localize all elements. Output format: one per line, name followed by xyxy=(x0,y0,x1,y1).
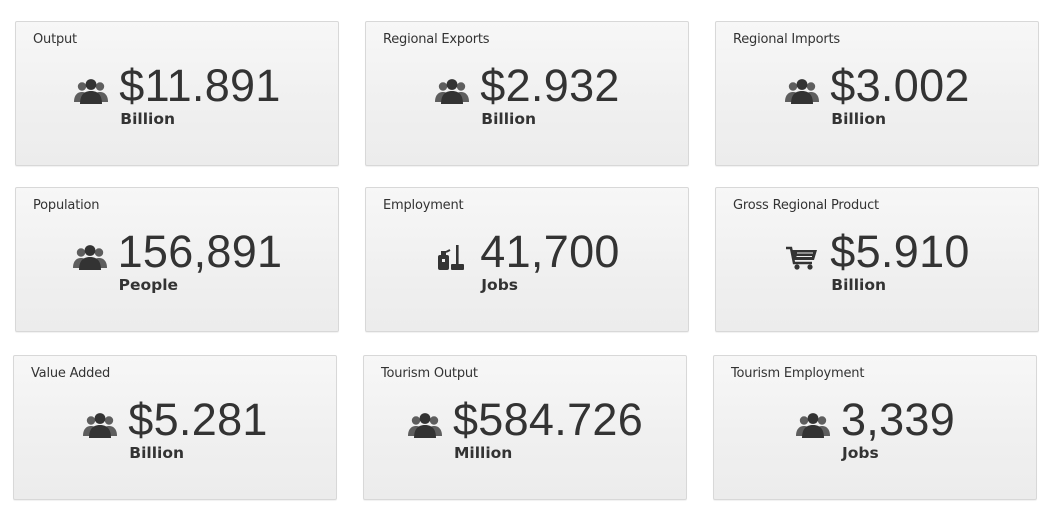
people-icon xyxy=(434,77,470,105)
metric-unit: Billion xyxy=(831,110,887,128)
tourism-employment-card: Tourism Employment 3,339 Jobs xyxy=(713,355,1037,500)
regional-exports-card: Regional Exports $2.932 Billion xyxy=(365,21,689,166)
people-icon xyxy=(82,411,118,439)
card-title: Population xyxy=(33,198,100,213)
metric-value: $584.726 xyxy=(452,394,644,445)
metric-unit: Billion xyxy=(129,444,185,462)
shopping-cart-icon xyxy=(784,243,820,271)
card-title: Gross Regional Product xyxy=(733,198,879,213)
metric-value: $5.281 xyxy=(128,394,268,445)
metric-value: $5.910 xyxy=(830,226,970,277)
metric-value: 3,339 xyxy=(840,394,956,445)
tourism-output-card: Tourism Output $584.726 Million xyxy=(363,355,687,500)
output-card: Output $11.891 Billion xyxy=(15,21,339,166)
people-icon xyxy=(784,77,820,105)
regional-imports-card: Regional Imports $3.002 Billion xyxy=(715,21,1039,166)
metric-unit: Billion xyxy=(831,276,887,294)
people-icon xyxy=(795,411,831,439)
card-title: Tourism Employment xyxy=(731,366,865,381)
card-title: Regional Imports xyxy=(733,32,840,47)
card-title: Regional Exports xyxy=(383,32,490,47)
card-title: Value Added xyxy=(31,366,111,381)
metric-unit: Jobs xyxy=(841,444,879,462)
people-icon xyxy=(407,411,443,439)
card-title: Employment xyxy=(383,198,464,213)
metric-unit: Jobs xyxy=(481,276,519,294)
population-card: Population 156,891 People xyxy=(15,187,339,332)
metric-unit: Million xyxy=(453,444,513,462)
metric-value: $11.891 xyxy=(119,60,281,111)
metric-unit: People xyxy=(118,276,179,294)
metric-value: $3.002 xyxy=(830,60,970,111)
card-title: Output xyxy=(33,32,77,47)
cleaning-tools-icon xyxy=(434,243,470,271)
gross-regional-product-card: Gross Regional Product $5.910 Billion xyxy=(715,187,1039,332)
metric-value: 41,700 xyxy=(480,226,620,277)
metric-unit: Billion xyxy=(481,110,537,128)
employment-card: Employment 41,700 Jobs xyxy=(365,187,689,332)
people-icon xyxy=(73,77,109,105)
metric-value: $2.932 xyxy=(480,60,620,111)
card-title: Tourism Output xyxy=(381,366,478,381)
metric-unit: Billion xyxy=(120,110,176,128)
people-icon xyxy=(72,243,108,271)
value-added-card: Value Added $5.281 Billion xyxy=(13,355,337,500)
metric-value: 156,891 xyxy=(117,226,283,277)
